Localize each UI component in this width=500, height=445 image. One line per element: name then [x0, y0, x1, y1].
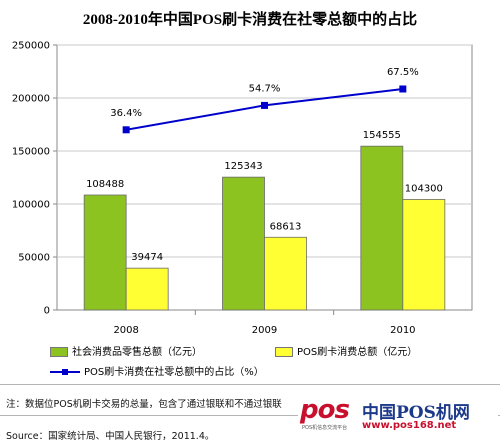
line-point-marker: [399, 85, 407, 93]
bar-data-label: 104300: [405, 183, 443, 194]
bar-data-label: 125343: [224, 161, 262, 172]
line-series-path: [125, 87, 403, 131]
chart-title: 2008-2010年中国POS刷卡消费在社零总额中的占比: [82, 12, 418, 28]
y-tick-label: 200000: [12, 94, 50, 105]
divider: [0, 415, 500, 416]
footnote: 注：数据位POS机刷卡交易的总量，包含了通过银联和不通过银联: [6, 399, 282, 410]
bar-data-label: 68613: [270, 221, 302, 232]
x-tick-label: 2010: [390, 325, 415, 336]
y-tick-label: 0: [44, 306, 50, 317]
source-note: Source：国家统计局、中国人民银行，2011.4。: [6, 431, 215, 442]
legend-item-pos-total: POS刷卡消费总额（亿元）: [275, 343, 417, 358]
bar-data-label: 39474: [131, 252, 163, 263]
logo-url: www.pos168.net: [362, 420, 457, 431]
legend-item-total-retail: 社会消费品零售总额（亿元）: [50, 343, 202, 358]
line-data-label: 67.5%: [387, 67, 419, 78]
bar: [360, 145, 404, 311]
y-tick-label: 100000: [12, 200, 50, 211]
legend-swatch-yellow: [275, 347, 293, 357]
y-tick-label: 50000: [18, 253, 50, 264]
legend-label-ratio: POS刷卡消费在社零总额中的占比（%）: [84, 367, 264, 378]
divider: [0, 384, 500, 385]
x-tick-label: 2009: [252, 325, 277, 336]
legend-swatch-green: [50, 347, 68, 357]
logo-brand: pos: [300, 395, 350, 425]
bar: [402, 199, 446, 311]
legend-label-total-retail: 社会消费品零售总额（亿元）: [72, 347, 202, 358]
legend-item-ratio: POS刷卡消费在社零总额中的占比（%）: [50, 363, 264, 378]
line-point-marker: [122, 126, 130, 134]
bar: [222, 176, 265, 311]
logo-tagline: POS机信息交流平台: [302, 425, 348, 431]
bar-data-label: 108488: [86, 179, 124, 190]
line-data-label: 54.7%: [249, 83, 281, 94]
bar: [264, 236, 307, 311]
legend-line-marker-icon: [50, 369, 80, 375]
line-data-label: 36.4%: [110, 108, 142, 119]
bar: [83, 194, 127, 311]
bar: [125, 267, 169, 311]
x-tick-label: 2008: [113, 325, 138, 336]
watermark-logo: pos 中国POS机网 POS机信息交流平台 www.pos168.net: [298, 395, 498, 435]
y-tick-label: 150000: [12, 147, 50, 158]
bar-data-label: 154555: [363, 130, 401, 141]
legend-label-pos-total: POS刷卡消费总额（亿元）: [297, 347, 418, 358]
line-point-marker: [261, 101, 268, 109]
y-tick-label: 250000: [12, 41, 50, 52]
logo-site-name: 中国POS机网: [362, 403, 470, 423]
